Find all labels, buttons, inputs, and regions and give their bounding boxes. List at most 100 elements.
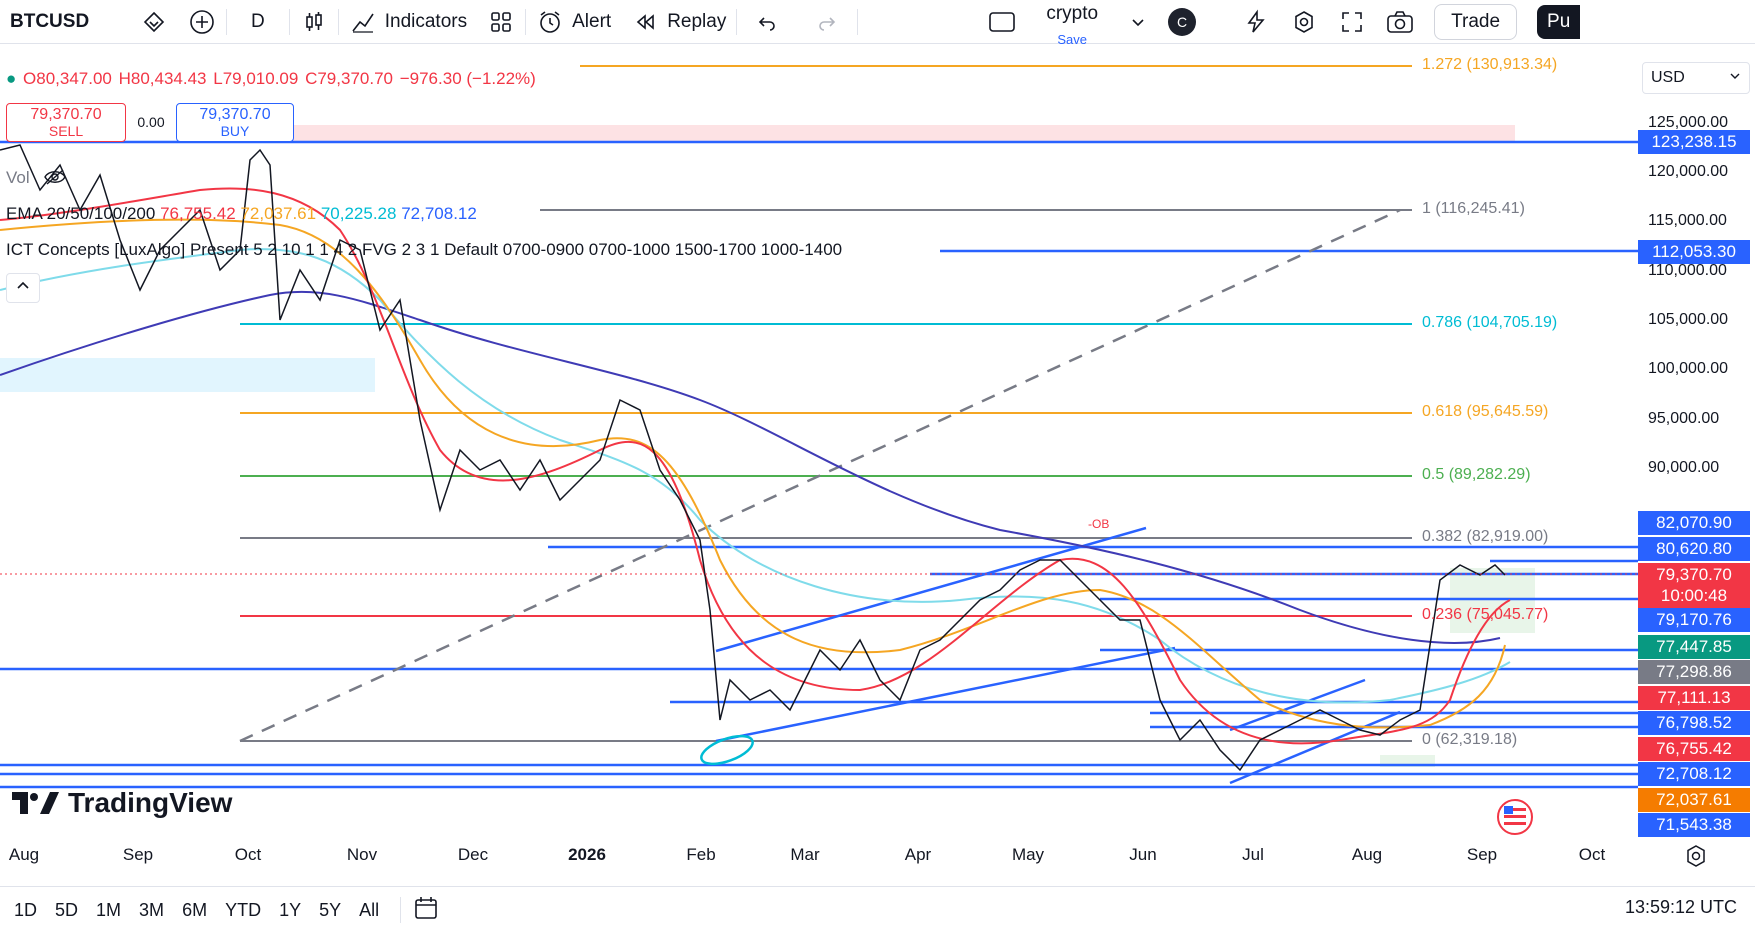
price-axis-label: 95,000.00 — [1648, 410, 1720, 427]
time-axis-label: Sep — [122, 845, 154, 864]
layout-dropdown[interactable] — [1118, 4, 1158, 40]
price-axis-label: 105,000.00 — [1648, 311, 1729, 328]
price-axis-label: 90,000.00 — [1648, 459, 1720, 476]
symbol-search[interactable]: BTCUSD — [10, 10, 90, 32]
flag-stripe — [1504, 808, 1526, 811]
volume-legend: Vol — [6, 168, 66, 191]
time-axis-label: Dec — [457, 845, 489, 864]
buy-button[interactable]: 79,370.70 BUY — [176, 103, 294, 142]
price-tag[interactable]: 79,170.76 — [1638, 608, 1750, 632]
eye-off-icon[interactable] — [43, 168, 66, 191]
range-5d[interactable]: 5D — [55, 899, 79, 920]
time-axis-label: Jun — [1129, 845, 1157, 864]
range-3m[interactable]: 3M — [139, 899, 165, 920]
price-tag[interactable]: 82,070.90 — [1638, 511, 1750, 535]
ict-legend[interactable]: ICT Concepts [LuxAlgo] Present 5 2 10 1 … — [6, 240, 842, 260]
spread-value: 0.00 — [137, 114, 165, 131]
time-axis-label: 2026 — [568, 845, 606, 864]
templates-button[interactable] — [477, 4, 525, 40]
alert-label: Alert — [572, 10, 612, 32]
rewind-icon — [631, 8, 659, 36]
countdown-tag: 10:00:48 — [1638, 584, 1750, 608]
tradingview-logo[interactable]: TradingView — [12, 787, 232, 819]
channel-upper-2[interactable] — [1229, 678, 1366, 732]
price-tag[interactable]: 80,620.80 — [1638, 537, 1750, 561]
undo-button[interactable] — [737, 4, 797, 40]
replay-button[interactable]: Replay — [621, 4, 736, 40]
time-axis[interactable]: Aug Sep Oct Nov Dec 2026 Feb Mar Apr May… — [0, 845, 1630, 875]
chevron-down-icon — [1729, 69, 1741, 87]
layout-name: crypto — [1046, 2, 1099, 24]
chart-type-button[interactable] — [290, 4, 338, 40]
fullscreen-button[interactable] — [1328, 4, 1376, 40]
price-tag[interactable]: 112,053.30 — [1638, 240, 1750, 264]
time-axis-label: Mar — [790, 845, 820, 864]
account-avatar[interactable]: C — [1158, 4, 1206, 40]
snapshot-button[interactable] — [1376, 4, 1424, 40]
price-tag[interactable]: 72,037.61 — [1638, 788, 1750, 812]
divider — [857, 8, 859, 35]
fib-label-0382: 0.382 (82,919.00) — [1422, 528, 1549, 545]
indicators-label: Indicators — [384, 10, 468, 32]
low-marker-ellipse[interactable] — [698, 730, 756, 769]
channel-lower-1[interactable] — [715, 646, 1176, 743]
layout-checkbox[interactable] — [858, 4, 1026, 40]
price-tag[interactable]: 71,543.38 — [1638, 813, 1750, 837]
status-dot-icon: ● — [6, 69, 17, 88]
price-tag[interactable]: 77,111.13 — [1638, 686, 1750, 710]
ema-legend[interactable]: EMA 20/50/100/200 76,755.42 72,037.61 70… — [6, 204, 477, 224]
currency-value: USD — [1651, 69, 1685, 86]
price-tag[interactable]: 72,708.12 — [1638, 762, 1750, 786]
ema50-line — [0, 218, 1506, 729]
fib-label-0786: 0.786 (104,705.19) — [1422, 314, 1558, 331]
open-value: O80,347.00 — [23, 69, 112, 88]
price-tag[interactable]: 76,798.52 — [1638, 711, 1750, 735]
channel-upper-1[interactable] — [715, 526, 1147, 653]
fvg-zone-left — [0, 358, 375, 392]
avatar: C — [1168, 7, 1197, 36]
current-price-tag[interactable]: 79,370.70 — [1638, 563, 1750, 587]
price-chart[interactable]: -OB — [0, 0, 1755, 850]
close-value: C79,370.70 — [305, 69, 393, 88]
range-5y[interactable]: 5Y — [319, 899, 342, 920]
favorite-button[interactable] — [130, 4, 178, 40]
fib-label-1272: 1.272 (130,913.34) — [1422, 56, 1558, 73]
range-all[interactable]: All — [359, 899, 380, 920]
time-axis-label: Aug — [1351, 845, 1383, 864]
utc-clock[interactable]: 13:59:12 UTC — [1624, 897, 1737, 917]
axis-settings-button[interactable] — [1684, 844, 1708, 873]
date-range-button[interactable] — [413, 895, 439, 926]
trade-button[interactable]: Trade — [1434, 3, 1518, 40]
price-tag[interactable]: 77,298.86 — [1638, 660, 1750, 684]
price-axis-label: 120,000.00 — [1648, 163, 1729, 180]
layout-name-button[interactable]: crypto Save — [1026, 2, 1118, 46]
channel-lower-2[interactable] — [1229, 710, 1401, 785]
fib-trendline[interactable] — [239, 208, 1401, 743]
sell-button[interactable]: 79,370.70 SELL — [6, 103, 126, 142]
redo-button[interactable] — [797, 4, 857, 40]
range-1m[interactable]: 1M — [96, 899, 122, 920]
quick-search-button[interactable] — [1232, 4, 1280, 40]
time-axis-label: Feb — [686, 845, 716, 864]
buy-label: BUY — [220, 122, 250, 139]
collapse-legend-button[interactable] — [6, 273, 40, 303]
alert-button[interactable]: Alert — [526, 4, 621, 40]
range-1d[interactable]: 1D — [14, 899, 38, 920]
compare-button[interactable] — [178, 4, 226, 40]
low-value: L79,010.09 — [213, 69, 299, 88]
fib-label-1: 1 (116,245.41) — [1422, 200, 1525, 217]
sell-label: SELL — [48, 122, 84, 139]
range-6m[interactable]: 6M — [182, 899, 208, 920]
interval-button[interactable]: D — [251, 10, 265, 32]
price-tag[interactable]: 76,755.42 — [1638, 737, 1750, 761]
flag-canton — [1504, 806, 1513, 814]
price-tag[interactable]: 77,447.85 — [1638, 635, 1750, 659]
range-1y[interactable]: 1Y — [279, 899, 302, 920]
indicators-button[interactable]: Indicators — [339, 4, 477, 40]
currency-select[interactable]: USD — [1642, 62, 1750, 94]
range-ytd[interactable]: YTD — [225, 899, 262, 920]
settings-button[interactable] — [1280, 4, 1328, 40]
gear-icon — [1290, 8, 1318, 36]
price-tag[interactable]: 123,238.15 — [1638, 130, 1750, 154]
publish-button[interactable]: Pu — [1537, 4, 1581, 39]
